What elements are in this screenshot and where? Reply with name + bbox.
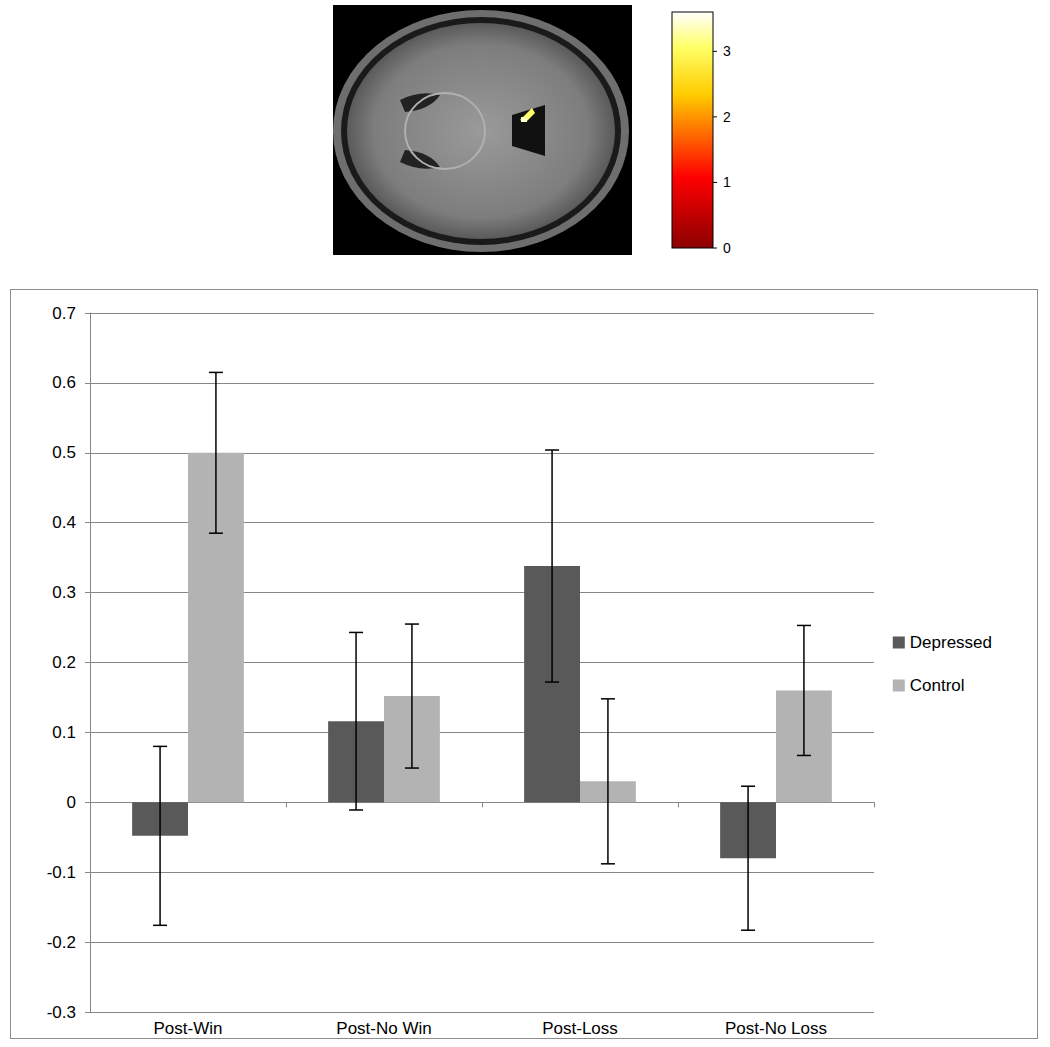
svg-text:0.1: 0.1 (52, 723, 76, 742)
svg-text:3: 3 (723, 43, 731, 59)
svg-text:-0.1: -0.1 (47, 863, 76, 882)
svg-text:2: 2 (723, 109, 731, 125)
svg-text:Post-Win: Post-Win (154, 1019, 223, 1038)
svg-text:0: 0 (67, 793, 76, 812)
svg-text:0.4: 0.4 (52, 513, 76, 532)
svg-text:Control: Control (910, 676, 965, 695)
svg-text:-0.3: -0.3 (47, 1003, 76, 1022)
svg-text:Post-No Win: Post-No Win (336, 1019, 431, 1038)
svg-text:-0.2: -0.2 (47, 933, 76, 952)
svg-text:Depressed: Depressed (910, 633, 992, 652)
svg-text:0: 0 (723, 240, 731, 256)
svg-text:Post-Loss: Post-Loss (542, 1019, 618, 1038)
svg-text:0.2: 0.2 (52, 653, 76, 672)
svg-text:0.5: 0.5 (52, 443, 76, 462)
svg-text:0.3: 0.3 (52, 583, 76, 602)
svg-text:Post-No Loss: Post-No Loss (725, 1019, 827, 1038)
svg-text:0.6: 0.6 (52, 373, 76, 392)
svg-text:1: 1 (723, 174, 731, 190)
svg-text:0.7: 0.7 (52, 304, 76, 323)
